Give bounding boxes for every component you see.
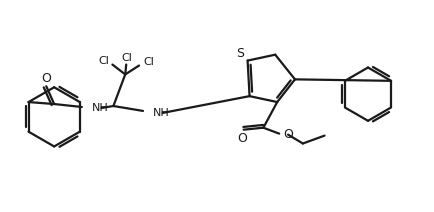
Text: S: S xyxy=(236,47,244,60)
Text: O: O xyxy=(283,128,293,141)
Text: Cl: Cl xyxy=(98,56,109,66)
Text: Cl: Cl xyxy=(122,53,133,63)
Text: O: O xyxy=(238,132,247,145)
Text: NH: NH xyxy=(92,103,108,113)
Text: O: O xyxy=(41,72,51,85)
Text: NH: NH xyxy=(153,108,170,118)
Text: Cl: Cl xyxy=(144,57,155,67)
